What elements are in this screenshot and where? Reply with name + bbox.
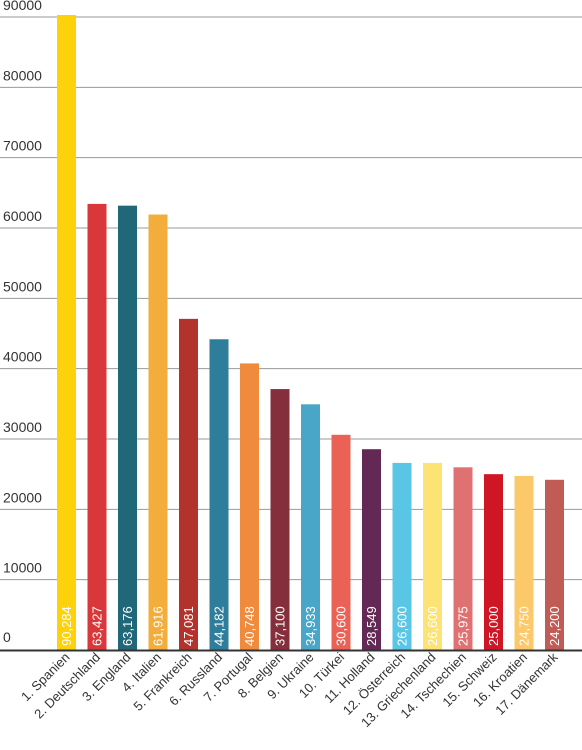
data-label: 34,933 xyxy=(303,606,318,646)
y-tick-label: 90000 xyxy=(3,0,42,13)
data-label: 24,750 xyxy=(517,606,532,646)
bar xyxy=(209,339,229,650)
y-axis-ticks: 0 10000 20000 30000 40000 50000 60000 70000 8000… xyxy=(3,0,42,645)
data-label: 61,916 xyxy=(151,606,166,646)
y-tick-label: 80000 xyxy=(3,67,42,83)
bar xyxy=(545,479,564,650)
bar xyxy=(179,318,198,650)
bar xyxy=(301,404,320,650)
data-label: 47,081 xyxy=(181,606,196,646)
bar xyxy=(240,363,259,650)
bar xyxy=(362,449,381,650)
data-label: 44,182 xyxy=(212,606,227,646)
y-tick-label: 30000 xyxy=(3,419,42,435)
y-tick-label: 0 xyxy=(3,629,11,645)
data-label: 30,600 xyxy=(334,606,349,646)
bar xyxy=(148,214,168,650)
bar xyxy=(331,434,351,650)
y-tick-label: 40000 xyxy=(3,349,42,365)
bar xyxy=(87,203,107,650)
bar xyxy=(484,474,503,650)
data-label: 26,600 xyxy=(395,606,410,646)
y-tick-label: 70000 xyxy=(3,138,42,154)
y-tick-label: 20000 xyxy=(3,489,42,505)
bars xyxy=(57,15,564,650)
y-tick-label: 60000 xyxy=(3,208,42,224)
bar xyxy=(392,462,412,650)
data-label: 63,176 xyxy=(120,606,135,646)
y-tick-label: 10000 xyxy=(3,560,42,576)
bar xyxy=(514,475,534,650)
data-label: 26,600 xyxy=(425,606,440,646)
bar xyxy=(453,467,473,650)
bar xyxy=(57,15,76,650)
data-label: 90,284 xyxy=(59,606,74,646)
bar xyxy=(270,389,290,650)
value-labels: 90,284 63,427 63,176 61,916 47,081 44,182 40,7… xyxy=(59,606,562,646)
data-label: 37,100 xyxy=(273,606,288,646)
data-label: 25,975 xyxy=(456,606,471,646)
data-label: 28,549 xyxy=(364,606,379,646)
bar xyxy=(118,205,137,650)
data-label: 40,748 xyxy=(242,606,257,646)
y-tick-label: 50000 xyxy=(3,278,42,294)
data-label: 24,200 xyxy=(547,606,562,646)
bar xyxy=(423,462,442,650)
data-label: 63,427 xyxy=(90,606,105,646)
data-label: 25,000 xyxy=(486,606,501,646)
